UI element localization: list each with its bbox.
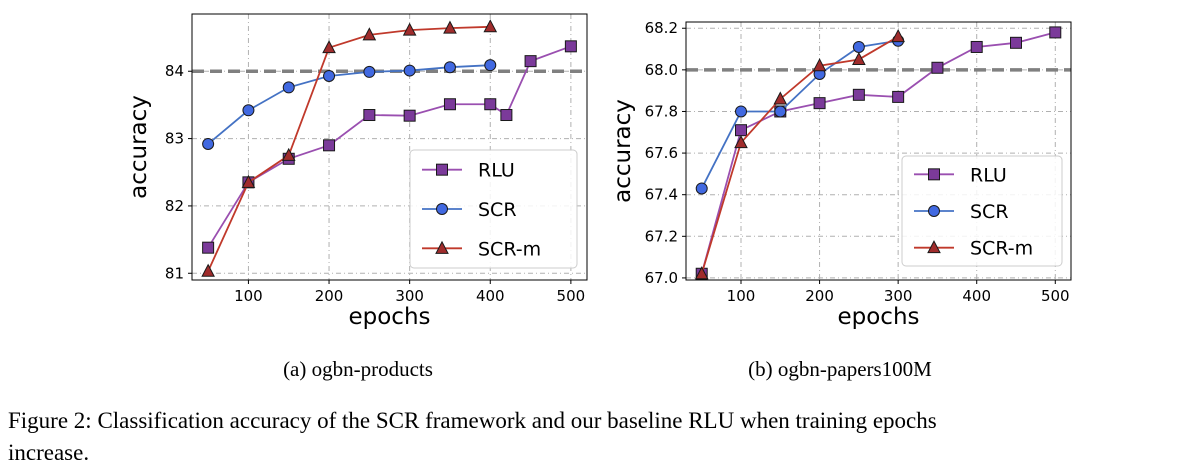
x-tick-label: 500 xyxy=(1041,287,1070,305)
data-point-rlu xyxy=(1010,36,1022,49)
legend-marker-scr-m xyxy=(435,240,449,254)
y-tick-label: 67.2 xyxy=(645,227,678,245)
data-point-rlu xyxy=(484,98,497,111)
data-point-scr xyxy=(484,59,497,72)
legend-label-rlu: RLU xyxy=(478,160,515,182)
x-tick-label: 100 xyxy=(727,287,756,305)
x-tick-label: 500 xyxy=(557,287,586,305)
data-point-scr-m xyxy=(201,263,215,277)
y-tick-label: 67.8 xyxy=(645,102,678,120)
y-tick-label: 67.0 xyxy=(645,269,678,287)
data-point-scr-m xyxy=(773,91,788,105)
data-point-rlu xyxy=(970,40,983,53)
legend-label-rlu: RLU xyxy=(970,164,1007,186)
legend-label-scr: SCR xyxy=(970,201,1009,223)
data-point-scr-m xyxy=(812,58,827,72)
x-tick-label: 100 xyxy=(234,287,263,305)
data-point-rlu xyxy=(363,109,376,122)
data-point-rlu xyxy=(931,61,944,74)
data-point-rlu xyxy=(735,124,747,137)
data-point-scr-m xyxy=(483,19,498,33)
data-point-rlu xyxy=(202,241,215,254)
data-point-rlu xyxy=(500,109,513,122)
y-tick-label: 83 xyxy=(165,130,184,148)
data-point-scr xyxy=(202,137,215,150)
data-point-scr xyxy=(852,40,865,53)
data-point-scr xyxy=(695,182,708,195)
data-point-scr-m xyxy=(852,51,866,65)
data-point-scr-m xyxy=(891,28,905,43)
x-tick-label: 300 xyxy=(884,287,913,305)
data-point-scr xyxy=(282,81,295,94)
data-point-scr xyxy=(735,105,747,118)
data-point-scr xyxy=(242,104,255,117)
data-point-rlu xyxy=(892,90,905,103)
legend-label-scr-m: SCR-m xyxy=(970,238,1033,260)
legend-label-scr-m: SCR-m xyxy=(478,238,541,260)
legend-label-scr: SCR xyxy=(478,199,517,221)
x-tick-label: 200 xyxy=(315,287,344,305)
data-point-scr xyxy=(403,64,416,77)
x-axis-label: epochs xyxy=(837,304,919,330)
legend-marker-rlu xyxy=(436,163,448,176)
data-point-scr xyxy=(363,65,376,78)
figure-caption-line1: Figure 2: Classification accuracy of the… xyxy=(8,408,937,433)
figure-caption-line2: increase. xyxy=(8,440,89,465)
data-point-scr-m xyxy=(402,22,417,36)
series-line-scr xyxy=(207,64,491,145)
y-tick-label: 81 xyxy=(165,264,184,282)
data-point-rlu xyxy=(524,55,537,68)
data-point-rlu xyxy=(813,97,826,110)
data-point-scr-m xyxy=(322,40,336,54)
data-point-scr xyxy=(323,69,336,82)
data-point-scr-m xyxy=(281,147,296,161)
y-tick-label: 68.0 xyxy=(645,61,678,79)
data-point-rlu xyxy=(443,98,456,111)
data-point-scr-m xyxy=(241,174,256,188)
x-tick-label: 300 xyxy=(395,287,424,305)
y-tick-label: 82 xyxy=(165,197,184,215)
data-point-scr-m xyxy=(362,27,377,41)
data-point-scr xyxy=(443,61,456,74)
data-point-rlu xyxy=(852,88,865,101)
data-point-rlu xyxy=(323,139,336,152)
data-point-rlu xyxy=(403,109,416,122)
data-point-rlu xyxy=(564,40,577,53)
legend-marker-scr xyxy=(928,205,940,217)
legend-box xyxy=(409,149,578,269)
y-tick-label: 68.2 xyxy=(645,19,678,37)
data-point-scr-m xyxy=(694,266,709,280)
data-point-scr-m xyxy=(734,135,748,149)
series-line-scr-m xyxy=(700,35,899,275)
plot-frame xyxy=(685,21,1072,281)
subcaption-a: (a) ogbn-products xyxy=(283,357,433,381)
y-axis-label: accuracy xyxy=(610,99,636,203)
series-line-scr xyxy=(700,39,899,189)
legend-marker-scr xyxy=(436,203,448,215)
x-axis-label: epochs xyxy=(348,304,430,330)
plot-frame xyxy=(191,13,588,281)
x-tick-label: 400 xyxy=(962,287,991,305)
chart-ogbn-papers100m: 100 200 300 400 500 67.0 67.2 67.4 67.6 67.8 68.0 6… xyxy=(610,19,1072,330)
y-tick-label: 67.4 xyxy=(645,186,678,204)
y-tick-label: 67.6 xyxy=(645,144,678,162)
x-tick-label: 400 xyxy=(476,287,505,305)
subcaption-b: (b) ogbn-papers100M xyxy=(748,357,932,381)
series-line-scr-m xyxy=(207,25,491,272)
data-point-scr-m xyxy=(443,20,457,34)
x-tick-label: 200 xyxy=(805,287,834,305)
chart-ogbn-products: 100 200 300 400 500 81 82 83 84 epochs accuracy RLU… xyxy=(126,13,588,330)
data-point-rlu xyxy=(1049,26,1062,39)
legend-box xyxy=(901,155,1063,267)
data-point-scr xyxy=(774,105,787,118)
y-axis-label: accuracy xyxy=(126,95,152,199)
legend-marker-rlu xyxy=(928,168,940,181)
y-tick-label: 84 xyxy=(165,62,184,80)
legend-marker-scr-m xyxy=(927,240,941,254)
